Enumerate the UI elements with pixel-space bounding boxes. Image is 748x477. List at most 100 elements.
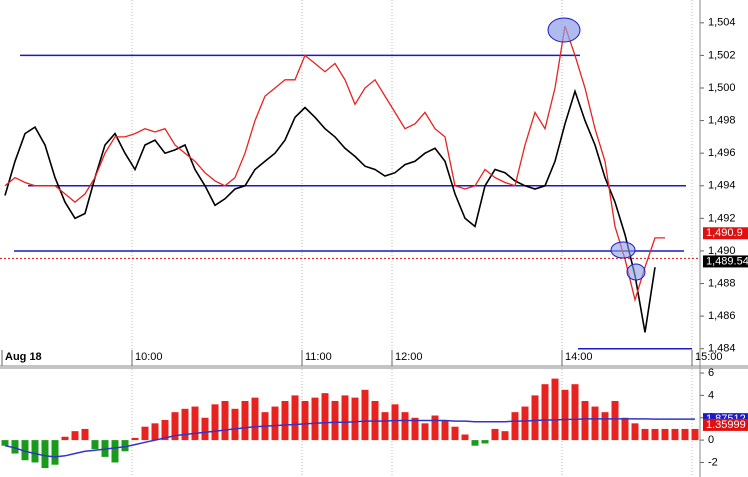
histogram-bar	[691, 428, 699, 441]
histogram-bar	[511, 412, 519, 441]
histogram-bar	[641, 428, 649, 441]
histogram-bar	[611, 400, 619, 441]
histogram-bar	[291, 395, 299, 441]
indicator-label-box	[703, 418, 748, 431]
histogram-bar	[61, 436, 69, 441]
histogram-bar	[321, 393, 329, 441]
histogram-bar	[621, 417, 629, 441]
histogram-bar	[401, 412, 409, 441]
histogram-bar	[51, 440, 59, 465]
highlight-ellipse	[547, 17, 581, 43]
x-tick-label: Aug 18	[5, 351, 42, 363]
histogram-bar	[661, 428, 669, 441]
histogram-bar	[151, 423, 159, 441]
highlight-ellipse	[610, 241, 636, 259]
histogram-bar	[251, 397, 259, 441]
histogram-bar	[171, 412, 179, 441]
histogram-bar	[161, 419, 169, 441]
histogram-bar	[431, 415, 439, 441]
histogram-bar	[541, 384, 549, 441]
signal-line	[4, 418, 695, 458]
histogram-bar	[231, 408, 239, 441]
histogram-bar	[351, 397, 359, 441]
price-line	[4, 25, 665, 303]
histogram-bar	[561, 389, 569, 441]
x-tick-label: 10:00	[135, 351, 163, 363]
histogram-bar	[201, 417, 209, 441]
x-tick-label: 12:00	[395, 351, 423, 363]
histogram-bar	[531, 395, 539, 441]
histogram-bar	[181, 408, 189, 441]
x-tick-label: 14:00	[565, 351, 593, 363]
histogram-bar	[571, 384, 579, 441]
histogram-bar	[41, 440, 49, 469]
histogram-bar	[91, 440, 99, 450]
histogram-bar	[221, 400, 229, 441]
histogram-bar	[411, 417, 419, 441]
histogram-bar	[191, 406, 199, 441]
histogram-bar	[671, 428, 679, 441]
histogram-bar	[651, 428, 659, 441]
histogram-bar	[501, 431, 509, 441]
y-tick-label: 1,498	[708, 114, 736, 126]
histogram-bar	[111, 440, 119, 463]
histogram-bar	[1, 440, 9, 446]
histogram-bar	[311, 397, 319, 441]
histogram-bar	[441, 419, 449, 441]
histogram-bar	[21, 440, 29, 461]
histogram-bar	[421, 423, 429, 441]
histogram-bar	[271, 406, 279, 441]
histogram-bar	[451, 426, 459, 441]
histogram-bar	[341, 395, 349, 441]
histogram-bar	[381, 412, 389, 441]
price-label: 1,489.54	[706, 255, 748, 267]
histogram-bar	[141, 426, 149, 441]
histogram-bar	[121, 440, 129, 452]
histogram-bar	[301, 400, 309, 441]
histogram-bar	[281, 400, 289, 441]
histogram-bar	[581, 400, 589, 441]
histogram-bar	[601, 412, 609, 441]
histogram-bar	[461, 434, 469, 441]
y-tick-label: 1,484	[708, 343, 736, 355]
y-tick-label: 1,492	[708, 212, 736, 224]
y-tick-label: 1,486	[708, 310, 736, 322]
histogram-bar	[131, 437, 139, 441]
histogram-bar	[551, 378, 559, 441]
x-tick-label: 11:00	[305, 351, 332, 363]
y-tick-label: 1,494	[708, 180, 736, 192]
y-tick-label: 1,488	[708, 277, 736, 289]
histogram-bar	[331, 400, 339, 441]
price-label-box	[703, 227, 748, 240]
y-tick-label: 1,490	[708, 245, 736, 257]
histogram-bar	[241, 400, 249, 441]
histogram-bar	[11, 440, 19, 454]
histogram-bar	[361, 389, 369, 441]
histogram-bar	[681, 428, 689, 441]
histogram-bar	[481, 440, 489, 444]
price-label-box	[703, 255, 748, 268]
y-tick-label: 1,496	[708, 147, 736, 159]
indicator-label: 1.35999	[706, 419, 746, 431]
price-line	[4, 88, 656, 333]
histogram-bar	[591, 406, 599, 441]
highlight-ellipse	[626, 263, 646, 281]
histogram-bar	[71, 431, 79, 441]
histogram-bar	[491, 428, 499, 441]
y-tick-label: 0	[708, 434, 714, 446]
price-label: 1,490.9	[706, 227, 743, 239]
y-tick-label: 1,504	[708, 17, 736, 29]
y-tick-label: -2	[708, 456, 718, 468]
x-tick-label: 15:00	[695, 351, 723, 363]
y-tick-label: 4	[708, 389, 714, 401]
y-tick-label: 6	[708, 367, 714, 379]
histogram-bar	[211, 404, 219, 441]
histogram-bar	[31, 440, 39, 463]
histogram-bar	[81, 428, 89, 441]
histogram-bar	[391, 404, 399, 441]
y-tick-label: 1,500	[708, 82, 736, 94]
histogram-bar	[521, 406, 529, 441]
histogram-bar	[471, 440, 479, 446]
